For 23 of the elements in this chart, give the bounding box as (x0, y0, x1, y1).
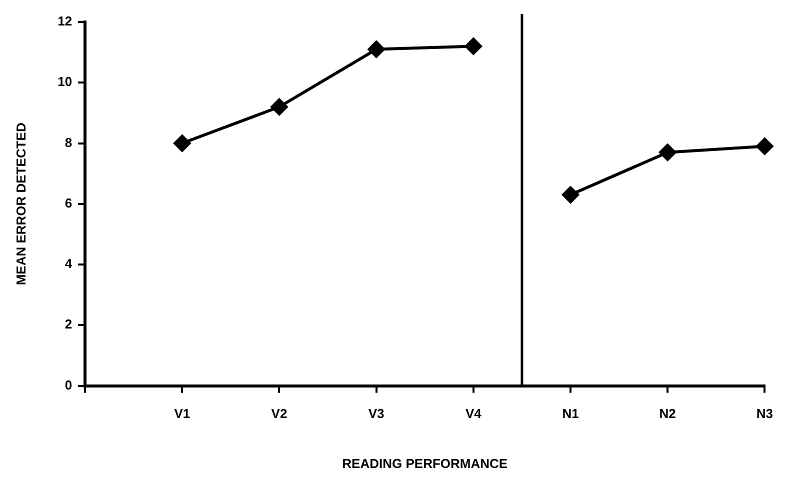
y-tick-label: 8 (64, 134, 72, 150)
y-tick-label: 2 (64, 316, 72, 332)
point (270, 98, 288, 116)
y-tick-label: 10 (58, 74, 72, 90)
y-tick-label: 4 (64, 256, 73, 272)
x-tick-label: V4 (465, 406, 482, 422)
point (174, 134, 191, 152)
x-tick-label: V2 (271, 406, 288, 422)
x-tick-label: V1 (174, 406, 190, 422)
x-tick-label: N1 (562, 406, 579, 422)
x-tick-label: N3 (756, 406, 774, 422)
point (368, 40, 385, 58)
x-axis-title: READING PERFORMANCE (342, 456, 508, 471)
y-tick-label: 0 (64, 377, 72, 392)
point (464, 38, 482, 55)
x-tick-label: N2 (659, 406, 676, 422)
point (659, 144, 676, 161)
y-tick-label: 6 (64, 195, 72, 210)
point (756, 138, 774, 155)
y-axis-title: MEAN ERROR DETECTED (13, 122, 28, 286)
x-tick-label: V3 (368, 406, 384, 422)
point (562, 186, 580, 204)
y-tick-label: 12 (58, 14, 72, 29)
